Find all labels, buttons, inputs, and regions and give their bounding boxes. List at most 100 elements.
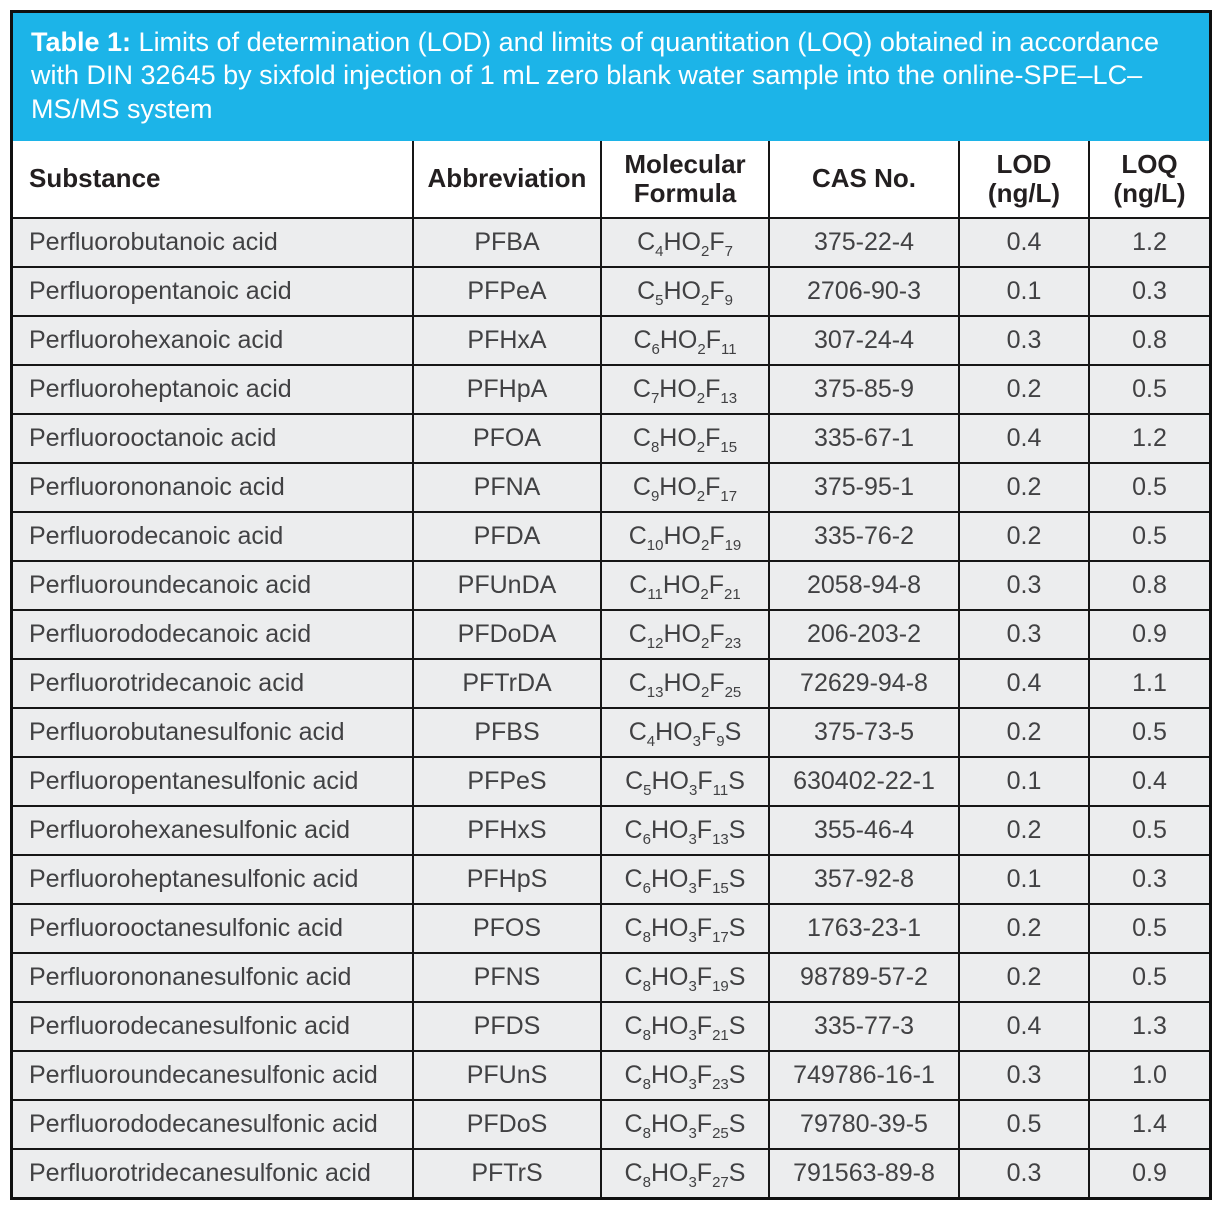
lod-cell: 0.1 bbox=[958, 854, 1090, 906]
substance-cell: Perfluorotridecanesulfonic acid bbox=[13, 1148, 414, 1198]
cas-number-cell: 98789-57-2 bbox=[768, 952, 960, 1004]
abbreviation-cell: PFPeA bbox=[412, 266, 602, 318]
table-row: Perfluoropentanesulfonic acid PFPeS C5HO… bbox=[13, 756, 1209, 808]
lod-cell: 0.4 bbox=[958, 217, 1090, 269]
lod-cell: 0.3 bbox=[958, 560, 1090, 612]
header-cas-number: CAS No. bbox=[768, 141, 960, 220]
cas-number-cell: 375-22-4 bbox=[768, 217, 960, 269]
molecular-formula-cell: C10HO2F19 bbox=[600, 511, 770, 563]
lod-cell: 0.3 bbox=[958, 1050, 1090, 1102]
table-row: Perfluorobutanoic acid PFBA C4HO2F7 375-… bbox=[13, 217, 1209, 269]
table-row: Perfluorododecanoic acid PFDoDA C12HO2F2… bbox=[13, 609, 1209, 661]
cas-number-cell: 749786-16-1 bbox=[768, 1050, 960, 1102]
loq-cell: 0.4 bbox=[1088, 756, 1209, 808]
cas-number-cell: 2058-94-8 bbox=[768, 560, 960, 612]
table-row: Perfluorononanesulfonic acid PFNS C8HO3F… bbox=[13, 952, 1209, 1004]
substance-cell: Perfluoropentanesulfonic acid bbox=[13, 756, 414, 808]
molecular-formula-cell: C8HO3F27S bbox=[600, 1148, 770, 1198]
cas-number-cell: 72629-94-8 bbox=[768, 658, 960, 710]
loq-cell: 0.8 bbox=[1088, 315, 1209, 367]
table-row: Perfluoroheptanesulfonic acid PFHpS C6HO… bbox=[13, 854, 1209, 906]
cas-number-cell: 2706-90-3 bbox=[768, 266, 960, 318]
table-body: Perfluorobutanoic acid PFBA C4HO2F7 375-… bbox=[13, 217, 1209, 1198]
table-row: Perfluorohexanoic acid PFHxA C6HO2F11 30… bbox=[13, 315, 1209, 367]
molecular-formula-cell: C7HO2F13 bbox=[600, 364, 770, 416]
table-row: Perfluoroundecanoic acid PFUnDA C11HO2F2… bbox=[13, 560, 1209, 612]
abbreviation-cell: PFPeS bbox=[412, 756, 602, 808]
cas-number-cell: 307-24-4 bbox=[768, 315, 960, 367]
lod-cell: 0.4 bbox=[958, 658, 1090, 710]
abbreviation-cell: PFDoS bbox=[412, 1099, 602, 1151]
molecular-formula-cell: C13HO2F25 bbox=[600, 658, 770, 710]
table-header: Substance Abbreviation Molecular Formula… bbox=[13, 141, 1209, 220]
molecular-formula-cell: C8HO2F15 bbox=[600, 413, 770, 465]
loq-cell: 0.9 bbox=[1088, 609, 1209, 661]
molecular-formula-cell: C11HO2F21 bbox=[600, 560, 770, 612]
lod-cell: 0.2 bbox=[958, 805, 1090, 857]
molecular-formula-cell: C6HO3F15S bbox=[600, 854, 770, 906]
abbreviation-cell: PFBS bbox=[412, 707, 602, 759]
substance-cell: Perfluorohexanoic acid bbox=[13, 315, 414, 367]
cas-number-cell: 375-85-9 bbox=[768, 364, 960, 416]
lod-cell: 0.2 bbox=[958, 511, 1090, 563]
table-row: Perfluorododecanesulfonic acid PFDoS C8H… bbox=[13, 1099, 1209, 1151]
abbreviation-cell: PFOS bbox=[412, 903, 602, 955]
abbreviation-cell: PFHpA bbox=[412, 364, 602, 416]
table-row: Perfluorooctanesulfonic acid PFOS C8HO3F… bbox=[13, 903, 1209, 955]
substance-cell: Perfluorobutanesulfonic acid bbox=[13, 707, 414, 759]
substance-cell: Perfluorononanoic acid bbox=[13, 462, 414, 514]
cas-number-cell: 375-73-5 bbox=[768, 707, 960, 759]
loq-cell: 0.9 bbox=[1088, 1148, 1209, 1198]
loq-cell: 0.5 bbox=[1088, 707, 1209, 759]
molecular-formula-cell: C4HO3F9S bbox=[600, 707, 770, 759]
header-lod: LOD (ng/L) bbox=[958, 141, 1090, 220]
substance-cell: Perfluorononanesulfonic acid bbox=[13, 952, 414, 1004]
loq-cell: 1.0 bbox=[1088, 1050, 1209, 1102]
table-row: Perfluorooctanoic acid PFOA C8HO2F15 335… bbox=[13, 413, 1209, 465]
lod-cell: 0.2 bbox=[958, 462, 1090, 514]
lod-cell: 0.2 bbox=[958, 903, 1090, 955]
molecular-formula-cell: C8HO3F21S bbox=[600, 1001, 770, 1053]
abbreviation-cell: PFDS bbox=[412, 1001, 602, 1053]
lod-cell: 0.4 bbox=[958, 1001, 1090, 1053]
lod-cell: 0.4 bbox=[958, 413, 1090, 465]
loq-cell: 0.5 bbox=[1088, 805, 1209, 857]
header-substance: Substance bbox=[13, 141, 414, 220]
molecular-formula-cell: C8HO3F25S bbox=[600, 1099, 770, 1151]
abbreviation-cell: PFTrS bbox=[412, 1148, 602, 1198]
table-row: Perfluorodecanoic acid PFDA C10HO2F19 33… bbox=[13, 511, 1209, 563]
table-caption: Table 1: Limits of determination (LOD) a… bbox=[13, 13, 1209, 142]
loq-cell: 0.8 bbox=[1088, 560, 1209, 612]
table-row: Perfluorotridecanoic acid PFTrDA C13HO2F… bbox=[13, 658, 1209, 710]
table-caption-label: Table 1: bbox=[31, 27, 132, 57]
molecular-formula-cell: C4HO2F7 bbox=[600, 217, 770, 269]
loq-cell: 0.5 bbox=[1088, 903, 1209, 955]
substance-cell: Perfluorotridecanoic acid bbox=[13, 658, 414, 710]
substance-cell: Perfluorododecanesulfonic acid bbox=[13, 1099, 414, 1151]
cas-number-cell: 630402-22-1 bbox=[768, 756, 960, 808]
substance-cell: Perfluorooctanoic acid bbox=[13, 413, 414, 465]
molecular-formula-cell: C8HO3F19S bbox=[600, 952, 770, 1004]
table-row: Perfluorotridecanesulfonic acid PFTrS C8… bbox=[13, 1148, 1209, 1198]
lod-cell: 0.2 bbox=[958, 707, 1090, 759]
substance-cell: Perfluorodecanesulfonic acid bbox=[13, 1001, 414, 1053]
substance-cell: Perfluoroundecanoic acid bbox=[13, 560, 414, 612]
lod-cell: 0.3 bbox=[958, 609, 1090, 661]
table-row: Perfluorononanoic acid PFNA C9HO2F17 375… bbox=[13, 462, 1209, 514]
cas-number-cell: 355-46-4 bbox=[768, 805, 960, 857]
abbreviation-cell: PFUnDA bbox=[412, 560, 602, 612]
abbreviation-cell: PFBA bbox=[412, 217, 602, 269]
lod-loq-table: Substance Abbreviation Molecular Formula… bbox=[13, 141, 1209, 1198]
loq-cell: 0.3 bbox=[1088, 854, 1209, 906]
lod-cell: 0.2 bbox=[958, 364, 1090, 416]
loq-cell: 0.5 bbox=[1088, 511, 1209, 563]
substance-cell: Perfluoroundecanesulfonic acid bbox=[13, 1050, 414, 1102]
header-molecular-formula: Molecular Formula bbox=[600, 141, 770, 220]
substance-cell: Perfluorododecanoic acid bbox=[13, 609, 414, 661]
table-row: Perfluoroheptanoic acid PFHpA C7HO2F13 3… bbox=[13, 364, 1209, 416]
cas-number-cell: 375-95-1 bbox=[768, 462, 960, 514]
table-row: Perfluorobutanesulfonic acid PFBS C4HO3F… bbox=[13, 707, 1209, 759]
lod-cell: 0.1 bbox=[958, 756, 1090, 808]
loq-cell: 0.5 bbox=[1088, 462, 1209, 514]
table-frame: Table 1: Limits of determination (LOD) a… bbox=[10, 10, 1212, 1201]
